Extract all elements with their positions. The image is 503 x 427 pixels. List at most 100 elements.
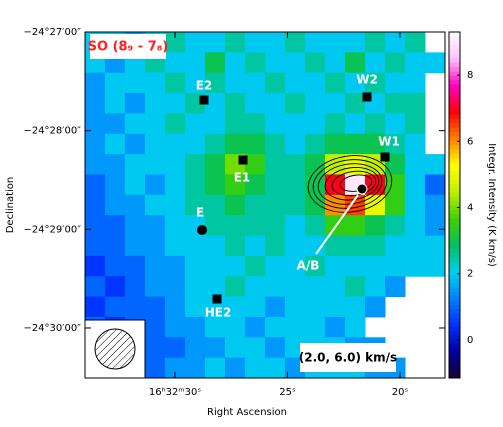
heatmap-cell xyxy=(285,215,306,237)
heatmap-cell xyxy=(85,194,106,216)
y-tick-label: −24°27′00″ xyxy=(23,27,81,38)
heatmap-cell xyxy=(385,154,406,175)
heatmap-cell xyxy=(245,113,266,135)
colorbar-segment xyxy=(449,265,460,271)
heatmap-cell xyxy=(165,32,186,53)
source-label: W2 xyxy=(356,73,378,87)
heatmap-cell xyxy=(225,276,246,298)
source-label: E1 xyxy=(234,171,251,185)
colorbar-segment xyxy=(449,360,460,366)
colorbar-segment xyxy=(449,88,460,94)
heatmap-cell xyxy=(105,215,126,237)
heatmap-cell xyxy=(125,296,146,318)
source-label: E xyxy=(196,206,204,220)
heatmap-cell xyxy=(185,72,206,94)
heatmap-cell xyxy=(185,52,206,74)
colorbar-segment xyxy=(449,79,460,85)
colorbar-segment xyxy=(449,105,460,111)
heatmap-cell xyxy=(345,296,366,318)
heatmap-cell xyxy=(145,215,166,237)
heatmap-cell xyxy=(105,255,126,277)
heatmap-cell xyxy=(225,133,246,155)
source-marker xyxy=(197,225,207,235)
heatmap-cell xyxy=(245,133,266,155)
heatmap-cell xyxy=(385,93,406,114)
colorbar-segment xyxy=(449,57,460,63)
heatmap-cell xyxy=(405,154,426,175)
heatmap-cell xyxy=(405,52,426,74)
heatmap-cell xyxy=(385,133,406,155)
heatmap-cell xyxy=(305,52,326,74)
heatmap-cell xyxy=(185,357,206,379)
colorbar-segment xyxy=(449,92,460,98)
heatmap-cell xyxy=(225,296,246,318)
heatmap-cell xyxy=(285,276,306,298)
heatmap-cell xyxy=(425,194,446,216)
heatmap-cell xyxy=(305,113,326,135)
colorbar-segment xyxy=(449,179,460,184)
heatmap-cell xyxy=(125,113,146,135)
source-label: E2 xyxy=(196,79,213,93)
heatmap-cell xyxy=(265,235,286,257)
heatmap-cell xyxy=(105,235,126,257)
heatmap-cell xyxy=(285,194,306,216)
heatmap-cell xyxy=(265,174,286,196)
heatmap-cell xyxy=(325,93,346,114)
heatmap-cell xyxy=(345,93,366,114)
heatmap-cell xyxy=(105,276,126,298)
heatmap-cell xyxy=(145,255,166,277)
heatmap-cell xyxy=(325,296,346,318)
heatmap-cell xyxy=(365,52,386,74)
heatmap-cell xyxy=(145,93,166,114)
heatmap-cell xyxy=(105,296,126,318)
heatmap-cell xyxy=(145,194,166,216)
heatmap-cell xyxy=(205,215,226,237)
heatmap-cell xyxy=(205,72,226,94)
y-tick-label: −24°30′00″ xyxy=(23,323,81,334)
heatmap-cell xyxy=(425,52,446,74)
heatmap-cell xyxy=(345,154,366,175)
heatmap-cell xyxy=(345,215,366,237)
heatmap-cell xyxy=(85,235,106,257)
heatmap-cell xyxy=(225,215,246,237)
colorbar-segment xyxy=(449,135,460,141)
source-marker xyxy=(199,95,209,105)
heatmap-cell xyxy=(305,215,326,237)
heatmap-cell xyxy=(265,154,286,175)
heatmap-cell xyxy=(185,255,206,277)
colorbar-segment xyxy=(449,118,460,124)
colorbar-segment xyxy=(449,369,460,375)
heatmap-cell xyxy=(425,154,446,175)
colorbar-segment xyxy=(449,313,460,318)
heatmap-cell xyxy=(185,32,206,53)
colorbar-segment xyxy=(449,256,460,262)
heatmap-cell xyxy=(225,337,246,359)
heatmap-cell xyxy=(225,255,246,277)
heatmap-cell xyxy=(265,133,286,155)
heatmap-cell xyxy=(205,337,226,359)
colorbar-segment xyxy=(449,96,460,102)
heatmap-cell xyxy=(105,174,126,196)
heatmap-cell xyxy=(185,194,206,216)
colorbar-segment xyxy=(449,343,460,349)
x-axis-label: Right Ascension xyxy=(207,407,287,418)
colorbar-segment xyxy=(449,32,460,37)
heatmap-cell xyxy=(365,235,386,257)
heatmap-cell xyxy=(225,93,246,114)
heatmap-cell xyxy=(385,72,406,94)
heatmap-cell xyxy=(365,194,386,216)
heatmap-cell xyxy=(225,194,246,216)
heatmap-cell xyxy=(305,255,326,277)
heatmap-cell xyxy=(185,174,206,196)
heatmap-cell xyxy=(305,316,326,338)
heatmap-cell xyxy=(365,72,386,94)
colorbar-segment xyxy=(449,339,460,344)
colorbar-frame xyxy=(448,31,461,379)
colorbar-segment xyxy=(449,127,460,132)
colorbar-segment xyxy=(449,352,460,357)
colorbar-segment xyxy=(449,291,460,297)
heatmap-cell xyxy=(85,133,106,155)
colorbar-segment xyxy=(449,321,460,327)
colorbar-segment xyxy=(449,209,460,215)
heatmap-cell xyxy=(145,174,166,196)
